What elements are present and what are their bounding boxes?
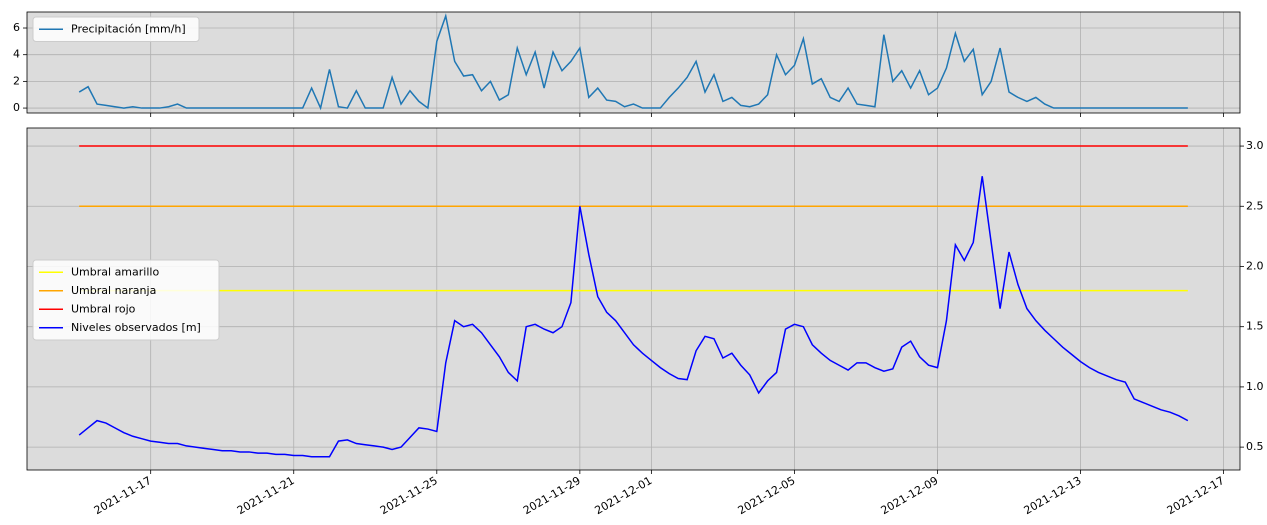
legend-label: Umbral rojo [71,302,136,315]
y-tick-label: 2 [13,74,20,87]
y-tick-label: 4 [13,48,20,61]
y-tick-label: 0 [13,101,20,114]
legend-box [32,259,220,341]
x-tick-label: 2021-11-21 [235,474,297,517]
y-tick-label: 2.5 [1246,199,1264,212]
plot-frame [26,11,1241,114]
legend-label: Niveles observados [m] [71,321,201,334]
y-tick-label: 0.5 [1246,440,1264,453]
legend: Umbral amarillo Umbral naranja Umbral rojo… [32,259,220,341]
x-tick-label: 2021-12-13 [1022,474,1084,517]
legend-label: Precipitación [mm/h] [71,22,186,35]
x-tick-label: 2021-12-09 [879,474,941,517]
x-tick-label: 2021-11-25 [378,474,440,517]
x-tick-label: 2021-11-29 [521,474,583,517]
plot-frame [26,127,1241,471]
y-tick-label: 6 [13,21,20,34]
legend: Precipitación [mm/h] [32,16,200,42]
legend-label: Umbral naranja [71,284,156,297]
legend-box [32,16,200,42]
x-tick-label: 2021-12-17 [1165,474,1227,517]
plot-area [27,128,1240,470]
plot-area [27,12,1240,113]
series-line [78,176,1189,458]
x-tick-label: 2021-12-01 [593,474,655,517]
y-tick-label: 1.5 [1246,320,1264,333]
x-tick-label: 2021-11-17 [92,474,154,517]
legend-label: Umbral amarillo [71,265,159,278]
y-tick-label: 2.0 [1246,259,1264,272]
y-tick-label: 1.0 [1246,380,1264,393]
series-line [78,13,1188,111]
y-tick-label: 3.0 [1246,139,1264,152]
x-tick-label: 2021-12-05 [736,474,798,517]
